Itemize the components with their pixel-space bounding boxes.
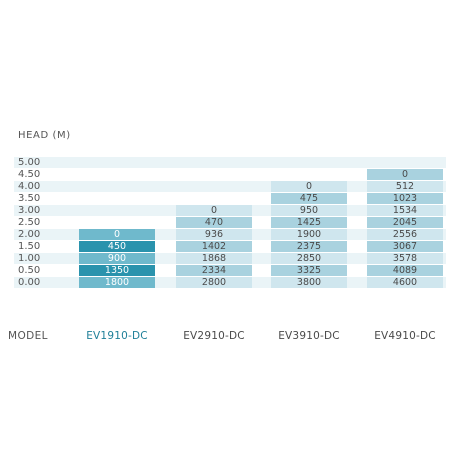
flow-value-cell: 0 xyxy=(176,205,252,216)
model-label: EV2910-DC xyxy=(183,330,245,342)
flow-value-cell: 1534 xyxy=(367,205,443,216)
head-value-label: 2.50 xyxy=(18,217,41,228)
flow-value-cell: 0 xyxy=(367,169,443,180)
head-value-label: 3.00 xyxy=(18,205,41,216)
flow-value-cell: 1425 xyxy=(271,217,347,228)
row-band xyxy=(14,193,446,204)
flow-value-cell: 475 xyxy=(271,193,347,204)
flow-value-cell: 1868 xyxy=(176,253,252,264)
flow-value-cell: 0 xyxy=(79,229,155,240)
row-band xyxy=(14,181,446,192)
flow-value-cell: 950 xyxy=(271,205,347,216)
flow-value-cell: 2850 xyxy=(271,253,347,264)
flow-value-cell: 3325 xyxy=(271,265,347,276)
flow-value-cell: 0 xyxy=(271,181,347,192)
head-value-label: 3.50 xyxy=(18,193,41,204)
head-value-label: 4.00 xyxy=(18,181,41,192)
head-value-label: 1.50 xyxy=(18,241,41,252)
flow-value-cell: 512 xyxy=(367,181,443,192)
flow-value-cell: 936 xyxy=(176,229,252,240)
head-value-label: 0.00 xyxy=(18,277,41,288)
model-label: EV1910-DC xyxy=(86,330,148,342)
flow-value-cell: 2375 xyxy=(271,241,347,252)
head-value-label: 5.00 xyxy=(18,157,41,168)
model-axis-label: MODEL xyxy=(8,330,48,342)
flow-value-cell: 2800 xyxy=(176,277,252,288)
flow-value-cell: 1023 xyxy=(367,193,443,204)
head-value-label: 2.00 xyxy=(18,229,41,240)
head-value-label: 1.00 xyxy=(18,253,41,264)
flow-value-cell: 1800 xyxy=(79,277,155,288)
flow-value-cell: 2556 xyxy=(367,229,443,240)
head-value-label: 0.50 xyxy=(18,265,41,276)
flow-value-cell: 3800 xyxy=(271,277,347,288)
model-label: EV3910-DC xyxy=(278,330,340,342)
row-band xyxy=(14,157,446,168)
flow-value-cell: 450 xyxy=(79,241,155,252)
flow-value-cell: 1900 xyxy=(271,229,347,240)
flow-value-cell: 3067 xyxy=(367,241,443,252)
row-band xyxy=(14,169,446,180)
model-label: EV4910-DC xyxy=(374,330,436,342)
flow-value-cell: 470 xyxy=(176,217,252,228)
flow-value-cell: 1402 xyxy=(176,241,252,252)
flow-value-cell: 4600 xyxy=(367,277,443,288)
flow-value-cell: 4089 xyxy=(367,265,443,276)
flow-value-cell: 2334 xyxy=(176,265,252,276)
flow-value-cell: 900 xyxy=(79,253,155,264)
flow-value-cell: 2045 xyxy=(367,217,443,228)
flow-value-cell: 1350 xyxy=(79,265,155,276)
head-axis-label: HEAD (M) xyxy=(18,130,71,141)
flow-value-cell: 3578 xyxy=(367,253,443,264)
head-value-label: 4.50 xyxy=(18,169,41,180)
